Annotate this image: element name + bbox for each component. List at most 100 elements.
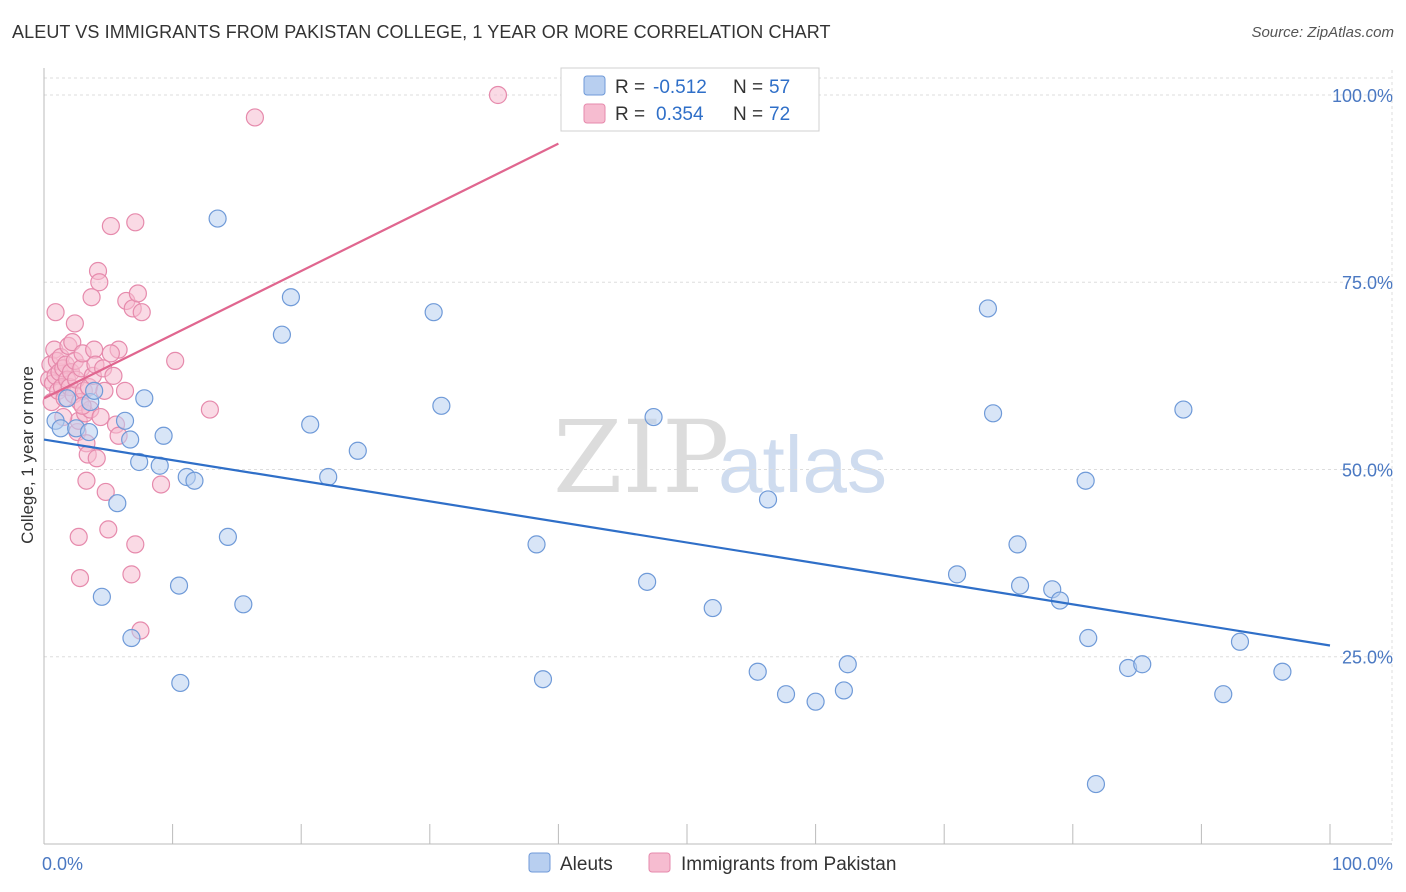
aleut-point-39 xyxy=(834,681,853,700)
aleut-point-7 xyxy=(92,587,111,606)
pakistan-point-63 xyxy=(245,108,265,127)
aleut-point-12 xyxy=(130,452,149,472)
y-tick-label-0: 25.0% xyxy=(1342,648,1393,668)
pakistan-point-34 xyxy=(82,288,101,307)
pakistan-point-40 xyxy=(90,273,109,292)
legend-swatch-aleuts xyxy=(583,75,606,96)
chart-title: ALEUT VS IMMIGRANTS FROM PAKISTAN COLLEG… xyxy=(12,22,831,42)
aleut-point-54 xyxy=(1214,685,1233,704)
y-axis-label: College, 1 year or more xyxy=(18,366,37,544)
aleut-point-10 xyxy=(121,430,140,449)
pakistan-point-44 xyxy=(96,482,115,502)
series-aleuts-points xyxy=(46,209,1292,794)
legend-r-label-aleuts: R = xyxy=(615,77,645,98)
aleut-point-22 xyxy=(234,595,253,614)
watermark: ZIP atlas xyxy=(553,399,887,516)
legend-n-label-aleuts: N = xyxy=(733,77,763,98)
pakistan-point-47 xyxy=(104,366,123,385)
pakistan-point-45 xyxy=(99,520,118,539)
aleut-point-34 xyxy=(703,598,722,618)
aleut-point-35 xyxy=(748,662,767,681)
aleut-point-55 xyxy=(1273,662,1292,681)
aleut-point-16 xyxy=(169,576,189,595)
y-tick-label-3: 100.0% xyxy=(1332,86,1393,106)
chart-source: Source: ZipAtlas.com xyxy=(1251,24,1394,41)
pakistan-point-67 xyxy=(70,568,90,588)
aleut-point-19 xyxy=(185,471,204,490)
aleut-point-6 xyxy=(85,381,104,400)
aleut-point-50 xyxy=(1086,774,1106,794)
aleut-point-31 xyxy=(533,670,553,689)
pakistan-point-60 xyxy=(151,475,171,494)
bottom-legend-pakistan: Immigrants from Pakistan xyxy=(681,854,896,875)
y-tick-label-2: 75.0% xyxy=(1342,273,1393,293)
aleut-point-1 xyxy=(51,419,70,438)
aleut-point-13 xyxy=(135,389,154,408)
x-tick-label-1: 100.0% xyxy=(1332,854,1393,874)
pakistan-point-55 xyxy=(126,535,145,554)
y-tick-label-1: 50.0% xyxy=(1342,460,1393,480)
aleut-point-9 xyxy=(115,411,135,430)
aleut-point-56 xyxy=(1230,632,1250,651)
pakistan-point-51 xyxy=(115,381,135,400)
aleut-point-24 xyxy=(281,288,301,307)
aleut-point-21 xyxy=(218,527,237,547)
x-tick-label-0: 0.0% xyxy=(42,854,83,874)
watermark-zip: ZIP xyxy=(553,399,729,516)
pakistan-point-62 xyxy=(200,400,219,419)
aleut-point-41 xyxy=(947,565,967,584)
pakistan-point-19 xyxy=(63,333,82,352)
pakistan-point-64 xyxy=(69,527,88,547)
aleut-point-2 xyxy=(58,389,77,408)
trend-lines xyxy=(43,142,1331,647)
pakistan-point-36 xyxy=(85,340,104,359)
aleut-point-42 xyxy=(978,299,998,318)
correlation-legend: R = -0.512 N = 57 R = 0.354 N = 72 xyxy=(560,67,820,132)
aleut-point-29 xyxy=(432,396,451,415)
aleut-point-27 xyxy=(348,441,367,460)
pakistan-point-41 xyxy=(91,407,110,427)
pakistan-point-61 xyxy=(166,351,185,370)
legend-r-value-aleuts: -0.512 xyxy=(653,77,707,98)
pakistan-point-71 xyxy=(488,85,508,105)
aleut-point-26 xyxy=(319,467,338,487)
grid-lines xyxy=(44,70,1393,844)
legend-n-value-aleuts: 57 xyxy=(769,77,790,98)
aleut-point-53 xyxy=(1174,400,1193,419)
trend-line-aleuts xyxy=(43,438,1331,647)
pakistan-point-53 xyxy=(122,565,141,584)
legend-r-value-pakistan: 0.354 xyxy=(656,104,704,125)
aleut-point-25 xyxy=(301,415,320,434)
pakistan-point-38 xyxy=(87,449,106,468)
bottom-legend-swatch-aleuts xyxy=(528,852,551,873)
aleut-point-43 xyxy=(983,404,1003,423)
legend-swatch-pakistan xyxy=(583,103,606,124)
bottom-legend-aleuts: Aleuts xyxy=(560,854,613,875)
aleut-point-38 xyxy=(806,692,825,711)
aleut-point-33 xyxy=(644,407,663,427)
legend-r-label-pakistan: R = xyxy=(615,104,645,125)
aleut-point-15 xyxy=(154,426,173,445)
watermark-atlas: atlas xyxy=(718,420,887,509)
legend-n-label-pakistan: N = xyxy=(733,104,763,125)
pakistan-point-46 xyxy=(101,216,120,236)
aleut-point-49 xyxy=(1079,628,1098,648)
pakistan-point-56 xyxy=(126,213,145,232)
aleut-point-30 xyxy=(527,535,546,554)
y-tick-labels: 25.0% 50.0% 75.0% 100.0% xyxy=(1332,86,1393,668)
aleut-point-48 xyxy=(1076,471,1095,490)
aleut-point-37 xyxy=(776,685,796,704)
pakistan-point-65 xyxy=(77,471,96,490)
aleut-point-28 xyxy=(424,303,443,322)
aleut-point-36 xyxy=(758,490,778,509)
axes xyxy=(43,68,1392,845)
x-tick-labels: 0.0% 100.0% xyxy=(42,854,1393,874)
bottom-legend-swatch-pakistan xyxy=(648,852,671,873)
trend-line-pakistan xyxy=(43,142,559,400)
aleut-point-23 xyxy=(272,325,292,344)
pakistan-point-59 xyxy=(132,303,151,322)
aleut-point-45 xyxy=(1010,576,1030,595)
aleut-point-52 xyxy=(1133,655,1152,674)
aleut-point-44 xyxy=(1008,535,1027,554)
aleut-point-11 xyxy=(122,628,141,648)
